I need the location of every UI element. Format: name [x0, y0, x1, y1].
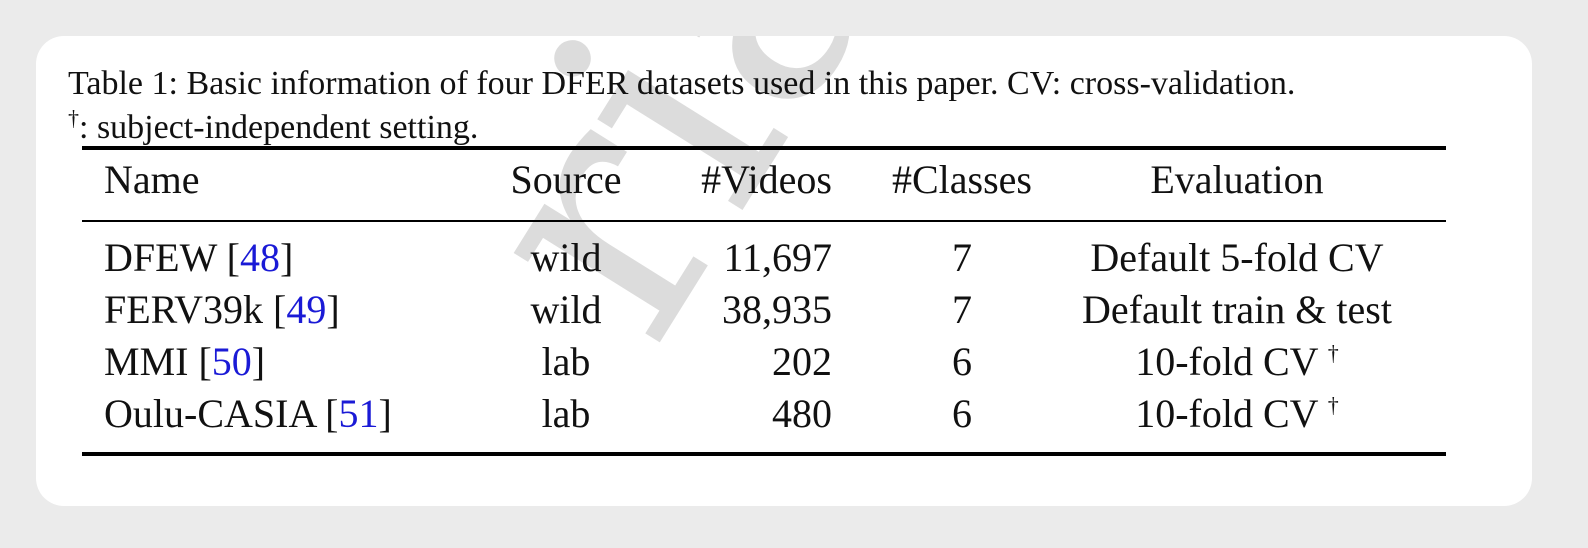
cell-source: lab — [541, 339, 591, 384]
table-header-row: Name Source #Videos #Classes Evaluation — [82, 154, 1446, 206]
cell-classes: 7 — [952, 287, 972, 332]
evaluation-text: 10-fold CV — [1135, 391, 1318, 436]
cell-evaluation: 10-fold CV † — [1072, 388, 1402, 440]
cell-videos: 480 — [772, 391, 832, 436]
cell-source: wild — [530, 235, 602, 280]
cell-name: MMI [50] — [104, 339, 266, 384]
caption-dagger: † — [68, 105, 79, 131]
caption-line-1: Table 1: Basic information of four DFER … — [68, 65, 1296, 102]
evaluation-text: Default 5-fold CV — [1090, 235, 1384, 280]
table-row: Oulu-CASIA [51] lab 480 6 10-fold CV † — [82, 388, 1446, 440]
dagger-mark: † — [1327, 392, 1339, 418]
cell-evaluation: 10-fold CV † — [1072, 336, 1402, 388]
table-top-rule — [82, 146, 1446, 150]
header-classes: #Classes — [892, 157, 1032, 202]
citation-link[interactable]: 51 — [338, 391, 379, 436]
table-row: DFEW [48] wild 11,697 7 Default 5-fold C… — [82, 232, 1446, 284]
table-row: FERV39k [49] wild 38,935 7 Default train… — [82, 284, 1446, 336]
evaluation-text: 10-fold CV — [1135, 339, 1318, 384]
document-page: rial Table 1: Basic information of four … — [36, 36, 1532, 506]
citation-link[interactable]: 50 — [211, 339, 252, 384]
cell-classes: 6 — [952, 391, 972, 436]
cell-classes: 7 — [952, 235, 972, 280]
header-evaluation: Evaluation — [1150, 157, 1324, 202]
cell-videos: 11,697 — [723, 235, 832, 280]
cell-name: DFEW [48] — [104, 235, 294, 280]
cell-name: FERV39k [49] — [104, 287, 340, 332]
dataset-name: MMI — [104, 339, 189, 384]
cell-videos: 38,935 — [722, 287, 832, 332]
header-videos: #Videos — [701, 157, 832, 202]
dagger-mark: † — [1327, 340, 1339, 366]
table-caption: Table 1: Basic information of four DFER … — [68, 62, 1508, 150]
cell-videos: 202 — [772, 339, 832, 384]
table-header-rule — [82, 220, 1446, 222]
cell-source: lab — [541, 391, 591, 436]
dataset-name: FERV39k — [104, 287, 264, 332]
cell-source: wild — [530, 287, 602, 332]
cell-classes: 6 — [952, 339, 972, 384]
citation-link[interactable]: 48 — [239, 235, 280, 280]
cell-name: Oulu-CASIA [51] — [104, 391, 392, 436]
header-name: Name — [104, 157, 200, 202]
dataset-name: Oulu-CASIA — [104, 391, 316, 436]
caption-line-2: : subject-independent setting. — [79, 109, 479, 146]
table-figure: Table 1: Basic information of four DFER … — [36, 36, 1532, 506]
cell-evaluation: Default train & test — [1072, 284, 1402, 336]
table-bottom-rule — [82, 452, 1446, 456]
table-row: MMI [50] lab 202 6 10-fold CV † — [82, 336, 1446, 388]
header-source: Source — [510, 157, 622, 202]
dataset-name: DFEW — [104, 235, 217, 280]
citation-link[interactable]: 49 — [286, 287, 327, 332]
evaluation-text: Default train & test — [1082, 287, 1392, 332]
cell-evaluation: Default 5-fold CV — [1072, 232, 1402, 284]
